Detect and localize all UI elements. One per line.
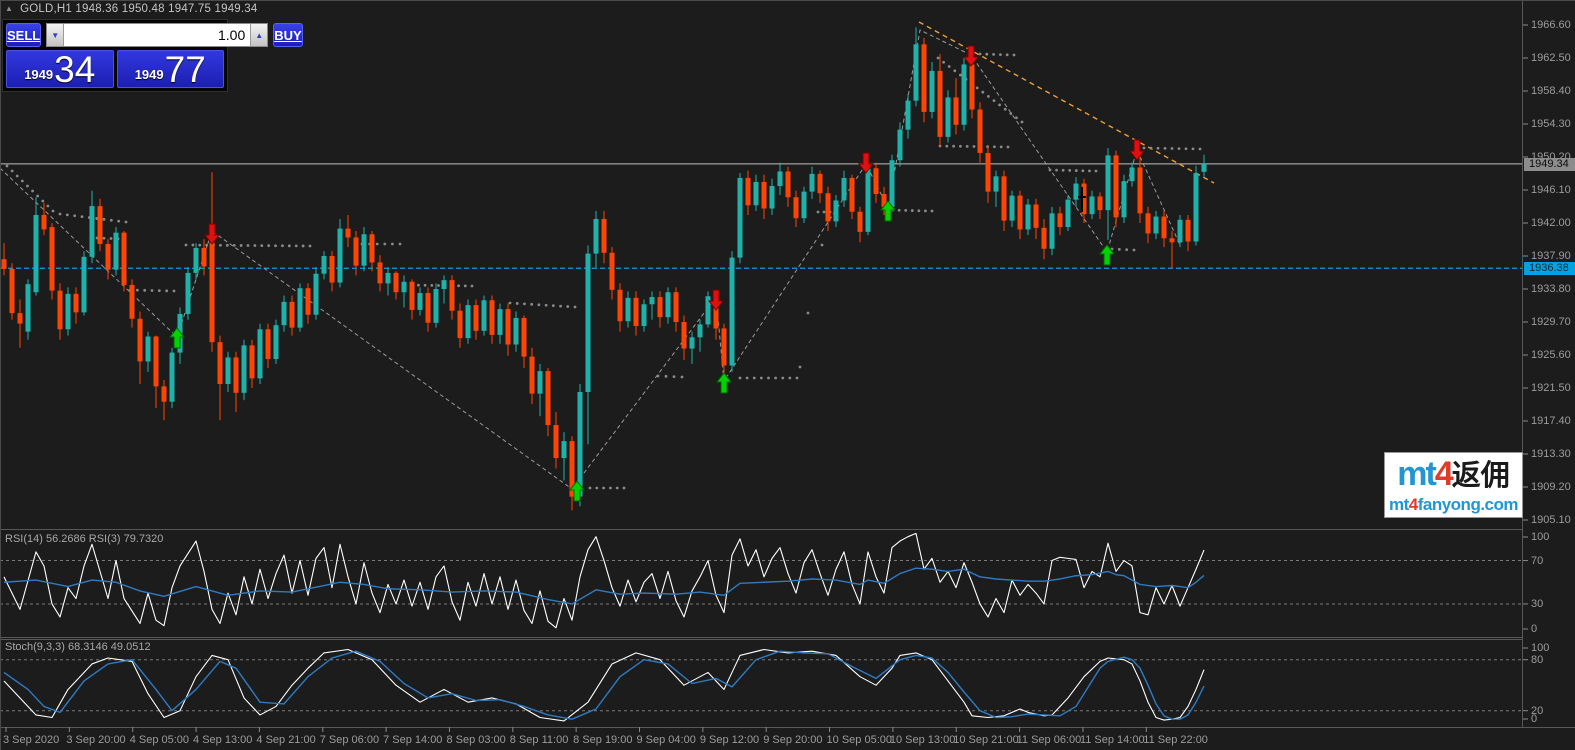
sell-button[interactable]: SELL: [6, 23, 42, 47]
bid-price-pips: 34: [54, 49, 96, 90]
lot-size-stepper: ▼ ▲: [46, 23, 269, 47]
lot-decrease-icon[interactable]: ▼: [47, 24, 65, 46]
ask-price-box[interactable]: 1949 77: [116, 49, 224, 90]
chart-title: GOLD,H1 1948.36 1950.48 1947.75 1949.34: [20, 3, 258, 15]
bid-price-box[interactable]: 1949 34: [6, 50, 114, 88]
rsi-indicator-label: RSI(14) 56.2686 RSI(3) 79.7320: [5, 533, 164, 545]
ask-price-pips: 77: [164, 49, 206, 90]
level-price-tag: 1936.38: [1524, 262, 1575, 275]
logo-url: mt4fanyong.com: [1388, 495, 1519, 514]
bid-price-main: 1949: [24, 67, 54, 82]
mt4fanyong-logo: mt4返佣 mt4fanyong.com: [1384, 452, 1523, 518]
chart-title-bar: ▲ GOLD,H1 1948.36 1950.48 1947.75 1949.3…: [5, 3, 257, 15]
bid-price-tag: 1949.34: [1524, 158, 1575, 171]
one-click-trading-panel: SELL ▼ ▲ BUY 1949 34 1949 77: [2, 19, 303, 92]
lot-size-input[interactable]: [64, 24, 251, 46]
buy-button[interactable]: BUY: [273, 23, 303, 47]
collapse-panel-icon[interactable]: ▲: [5, 4, 14, 13]
ask-price-main: 1949: [134, 67, 164, 82]
lot-increase-icon[interactable]: ▲: [250, 24, 268, 46]
stoch-indicator-label: Stoch(9,3,3) 68.3146 49.0512: [5, 641, 151, 653]
logo-brand: mt4返佣: [1397, 455, 1510, 493]
